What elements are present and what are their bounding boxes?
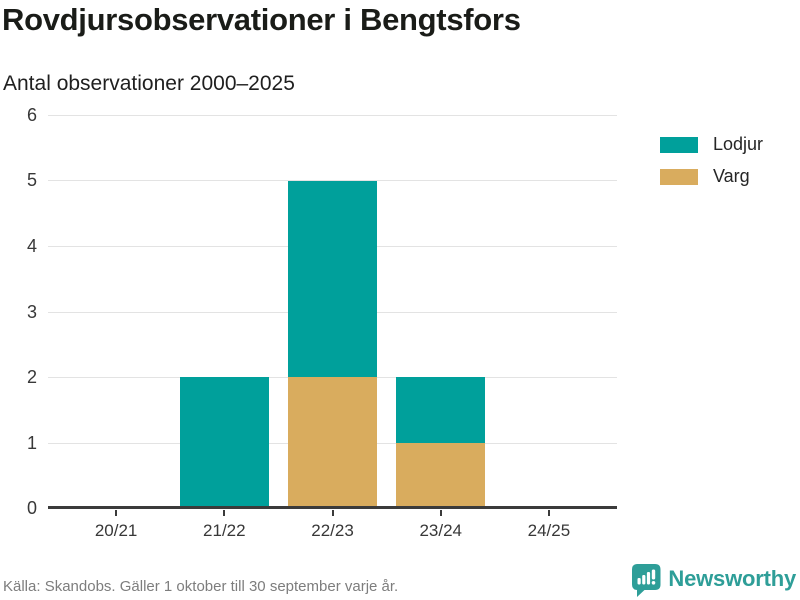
- bar-varg-22-23: [288, 377, 377, 508]
- x-tick-label-20-21: 20/21: [94, 521, 138, 540]
- y-tick-label-5: 5: [26, 170, 37, 191]
- bar-lodjur-23-24: [396, 377, 486, 443]
- y-tick-label-2: 2: [26, 366, 37, 387]
- legend-label-lodjur: Lodjur: [713, 134, 764, 154]
- legend-label-varg: Varg: [713, 166, 750, 186]
- bar-group-24-25: [495, 115, 603, 516]
- bar-varg-23-24: [396, 442, 486, 508]
- newsworthy-logo[interactable]: Newsworthy: [632, 564, 796, 597]
- bar-lodjur-21-22: [179, 377, 269, 508]
- y-axis-labels: 0 1 2 3 4 5 6: [7, 106, 37, 517]
- y-tick-label-1: 1: [26, 432, 37, 453]
- bar-group-21-22: [170, 115, 278, 516]
- y-tick-label-4: 4: [26, 235, 37, 256]
- x-tick-label-23-24: 23/24: [419, 521, 462, 540]
- plot-area: 0 1 2 3 4 5 6 20/21 21/22 22/23 23/24 24/25: [27, 106, 617, 540]
- x-tick-label-21-22: 21/22: [203, 521, 246, 540]
- x-axis-labels: 20/21 21/22 22/23 23/24 24/25: [48, 521, 617, 541]
- x-axis-line: [48, 506, 617, 509]
- bar-group-22-23: [278, 115, 386, 516]
- gridline-6: [48, 115, 617, 116]
- chart-title: Rovdjursobservationer i Bengtsfors: [2, 2, 521, 37]
- x-tick-label-24-25: 24/25: [527, 521, 571, 540]
- y-tick-label-6: 6: [26, 105, 37, 125]
- x-tick-21-22: [223, 510, 226, 516]
- brand-name: Newsworthy: [668, 566, 796, 591]
- x-tick-22-23: [331, 510, 334, 516]
- legend-item-lodjur: Lodjur: [660, 134, 763, 155]
- varg-color-swatch: [660, 168, 698, 185]
- legend: Lodjur Varg: [660, 134, 763, 198]
- chart-subtitle: Antal observationer 2000–2025: [3, 72, 295, 95]
- source-text: Källa: Skandobs. Gäller 1 oktober till 3…: [3, 578, 399, 595]
- y-tick-label-3: 3: [26, 301, 37, 322]
- bar-group-23-24: [387, 115, 495, 516]
- x-tick-24-25: [547, 510, 550, 516]
- x-tick-23-24: [439, 510, 442, 516]
- lodjur-color-swatch: [660, 136, 698, 153]
- bar-chart-speech-bubble-icon: [632, 564, 661, 597]
- bars-row: [48, 115, 617, 516]
- bar-group-20-21: [62, 115, 170, 516]
- x-tick-20-21: [115, 510, 118, 516]
- bar-lodjur-22-23: [288, 180, 377, 378]
- y-tick-label-0: 0: [26, 498, 37, 518]
- legend-item-varg: Varg: [660, 166, 763, 187]
- x-tick-label-22-23: 22/23: [311, 521, 354, 540]
